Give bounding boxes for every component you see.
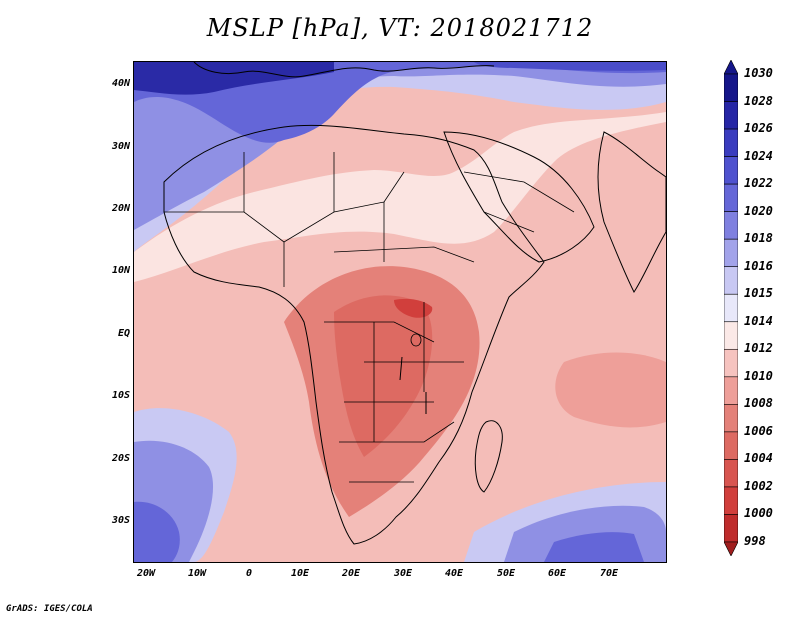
lake-victoria bbox=[410, 333, 422, 347]
lon-tick-40e: 40E bbox=[444, 568, 464, 579]
colorbar-segment-1024 bbox=[724, 156, 738, 185]
lon-tick-20e: 20E bbox=[341, 568, 361, 579]
field-south-atlantic-inner bbox=[134, 501, 180, 562]
colorbar-segment-1002 bbox=[724, 486, 738, 515]
lat-tick-40n: 40N bbox=[111, 78, 130, 89]
india-coastline bbox=[597, 131, 666, 293]
lon-tick-10e: 10E bbox=[290, 568, 310, 579]
colorbar-label-1004: 1004 bbox=[744, 451, 773, 466]
europe-coastline bbox=[193, 62, 495, 78]
colorbar-label-1014: 1014 bbox=[744, 313, 773, 328]
colorbar-segment-1018 bbox=[724, 238, 738, 268]
colorbar-label-1028: 1028 bbox=[744, 93, 773, 108]
lon-tick-60e: 60E bbox=[547, 568, 567, 579]
colorbar-segment-1015 bbox=[724, 293, 738, 323]
lat-tick-10n: 10N bbox=[111, 265, 130, 276]
lon-tick-50e: 50E bbox=[496, 568, 516, 579]
lon-tick-0: 0 bbox=[245, 568, 253, 579]
field-transition-band bbox=[134, 112, 666, 282]
colorbar-segment-1000 bbox=[724, 514, 738, 543]
colorbar-label-1022: 1022 bbox=[744, 176, 773, 191]
field-sw-indian-inner bbox=[544, 532, 644, 562]
colorbar-label-1018: 1018 bbox=[744, 231, 773, 246]
colorbar-segment-1022 bbox=[724, 183, 738, 212]
lat-tick-30n: 30N bbox=[111, 141, 130, 152]
colorbar-segment-1014 bbox=[724, 321, 738, 350]
lat-tick-10s: 10S bbox=[111, 390, 130, 401]
colorbar-bottom-arrow bbox=[724, 541, 738, 556]
colorbar-label-1008: 1008 bbox=[744, 396, 773, 411]
colorbar-label-1012: 1012 bbox=[744, 341, 773, 356]
mslp-map bbox=[133, 61, 667, 563]
colorbar-label-1015: 1015 bbox=[744, 286, 773, 301]
africa-coastline bbox=[163, 124, 545, 545]
colorbar-label-1020: 1020 bbox=[744, 203, 773, 218]
lon-tick-10w: 10W bbox=[187, 568, 207, 579]
colorbar-segment-1016 bbox=[724, 266, 738, 295]
arabia-coastline bbox=[443, 131, 595, 263]
colorbar-segment-1010 bbox=[724, 376, 738, 405]
colorbar bbox=[724, 60, 738, 556]
colorbar-label-998: 998 bbox=[744, 534, 766, 548]
map-title: MSLP [hPa], VT: 2018021712 bbox=[206, 14, 594, 42]
lat-tick-20s: 20S bbox=[111, 453, 130, 464]
colorbar-segment-1008 bbox=[724, 404, 738, 433]
colorbar-top-arrow bbox=[724, 60, 738, 75]
mslp-field bbox=[134, 62, 666, 562]
field-north-core-east bbox=[474, 62, 666, 71]
colorbar-segment-1012 bbox=[724, 348, 738, 378]
colorbar-segment-1030 bbox=[724, 73, 738, 102]
colorbar-label-1030: 1030 bbox=[744, 66, 773, 80]
colorbar-segment-1006 bbox=[724, 431, 738, 460]
lake-tanganyika bbox=[399, 356, 403, 381]
colorbar-segment-1026 bbox=[724, 128, 738, 157]
field-north-core-west bbox=[134, 62, 334, 95]
colorbar-label-1000: 1000 bbox=[744, 506, 773, 521]
colorbar-label-1026: 1026 bbox=[744, 121, 773, 136]
colorbar-label-1024: 1024 bbox=[744, 148, 773, 163]
colorbar-segment-1004 bbox=[724, 459, 738, 488]
colorbar-segment-1020 bbox=[724, 211, 738, 240]
lat-tick-20n: 20N bbox=[111, 203, 130, 214]
grads-credit: GrADS: IGES/COLA bbox=[6, 604, 93, 614]
lat-tick-eq: EQ bbox=[117, 328, 130, 339]
field-indian-ocean bbox=[555, 352, 666, 428]
field-central-low-inner bbox=[334, 295, 433, 457]
colorbar-label-1006: 1006 bbox=[744, 423, 773, 438]
lat-tick-30s: 30S bbox=[111, 515, 130, 526]
colorbar-label-1002: 1002 bbox=[744, 478, 773, 493]
country-borders bbox=[164, 152, 575, 483]
lon-tick-20w: 20W bbox=[136, 568, 156, 579]
colorbar-segment-1028 bbox=[724, 101, 738, 130]
lon-tick-30e: 30E bbox=[393, 568, 413, 579]
field-central-low-core bbox=[394, 298, 433, 318]
colorbar-label-1010: 1010 bbox=[744, 368, 773, 383]
madagascar-coastline bbox=[474, 420, 503, 493]
colorbar-label-1016: 1016 bbox=[744, 258, 773, 273]
lon-tick-70e: 70E bbox=[599, 568, 619, 579]
